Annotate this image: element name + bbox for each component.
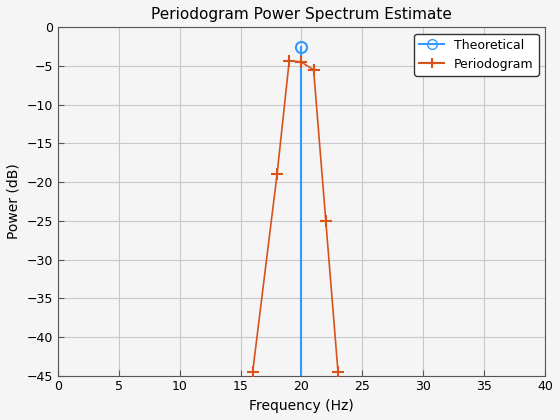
Y-axis label: Power (dB): Power (dB) xyxy=(7,163,21,239)
Legend: Theoretical, Periodogram: Theoretical, Periodogram xyxy=(414,34,539,76)
Title: Periodogram Power Spectrum Estimate: Periodogram Power Spectrum Estimate xyxy=(151,7,452,22)
X-axis label: Frequency (Hz): Frequency (Hz) xyxy=(249,399,354,413)
